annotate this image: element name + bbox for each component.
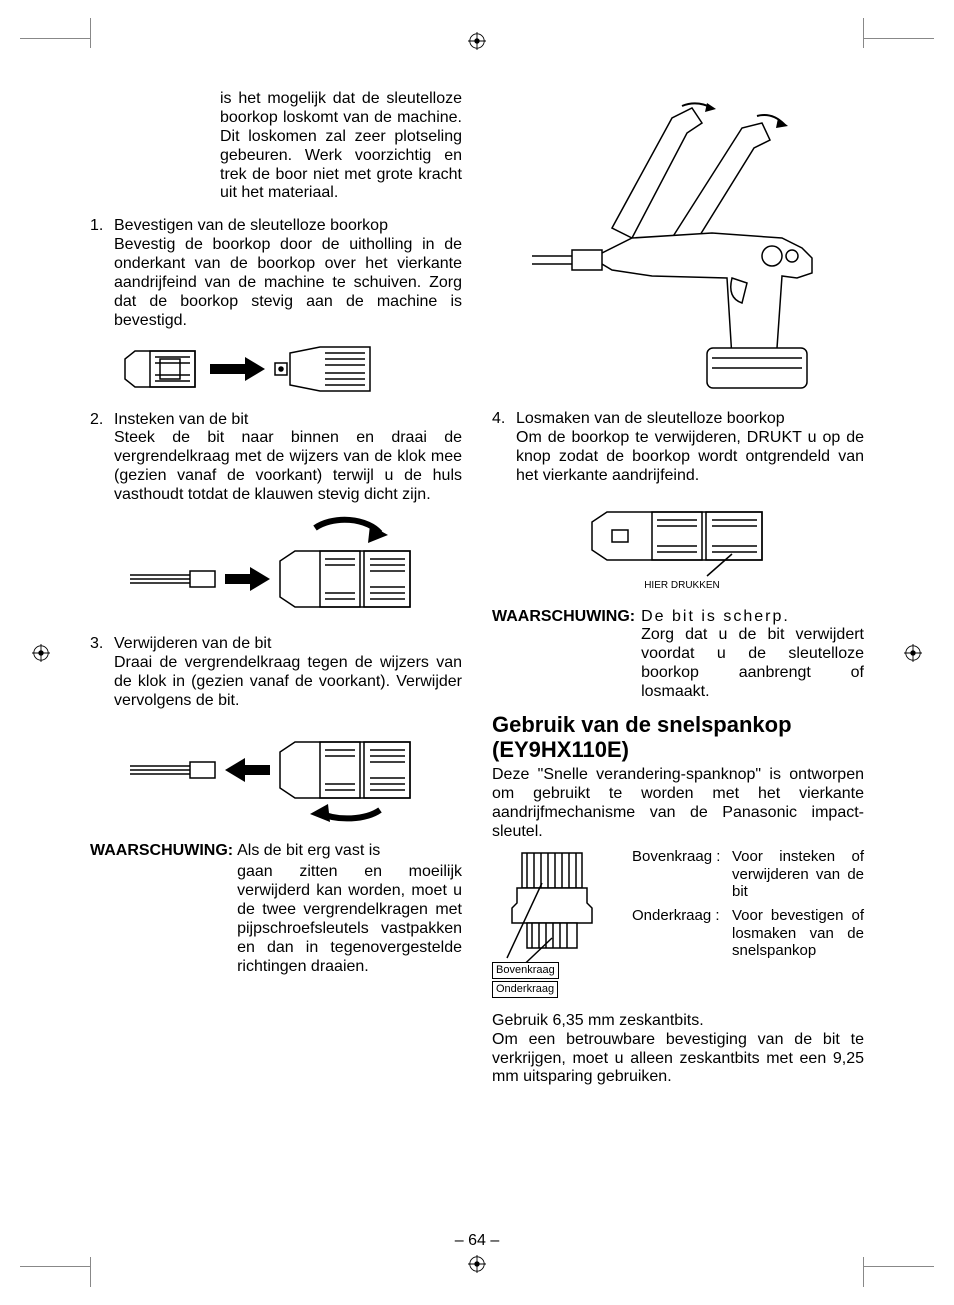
registration-mark-icon xyxy=(32,644,50,662)
diagram-bit-remove-icon xyxy=(120,718,462,828)
crop-mark xyxy=(90,1257,91,1287)
label-onderkraag: Onderkraag xyxy=(492,981,558,998)
label-bovenkraag: Bovenkraag xyxy=(492,962,559,979)
left-column: is het mogelijk dat de sleutelloze boork… xyxy=(90,90,462,1190)
crop-mark xyxy=(864,1266,934,1267)
step-2: 2. Insteken van de bit Steek de bit naar… xyxy=(90,411,462,505)
step-3: 3. Verwijderen van de bit Draai de vergr… xyxy=(90,635,462,711)
step-number: 4. xyxy=(492,410,516,486)
step-title: Verwijderen van de bit xyxy=(114,635,271,652)
press-here-label: HIER DRUKKEN xyxy=(644,580,720,591)
step-text: Draai de vergrendelkraag tegen de wijzer… xyxy=(114,654,462,709)
intro-continuation: is het mogelijk dat de sleutelloze boork… xyxy=(220,90,462,203)
warning-block: WAARSCHUWING: Als de bit erg vast is gaa… xyxy=(90,842,462,976)
legend-row: Onderkraag : Voor bevestigen of losmaken… xyxy=(632,907,864,960)
warning-label: WAARSCHUWING: xyxy=(90,842,233,976)
crop-mark xyxy=(20,38,90,39)
page-number: – 64 – xyxy=(0,1232,954,1250)
crop-mark xyxy=(864,38,934,39)
footer-note-2: Om een betrouwbare bevestiging van de bi… xyxy=(492,1031,864,1088)
step-body: Bevestigen van de sleutelloze boorkop Be… xyxy=(114,217,462,330)
warning-text: Als de bit erg vast is gaan zitten en mo… xyxy=(237,842,462,976)
section-heading: Gebruik van de snelspankop (EY9HX110E) xyxy=(492,712,864,763)
legend-value: Voor bevestigen of losmaken van de snels… xyxy=(732,907,864,960)
step-title: Bevestigen van de sleutelloze boorkop xyxy=(114,217,388,234)
warning-lead: Als de bit erg vast is xyxy=(237,842,380,859)
step-number: 2. xyxy=(90,411,114,505)
warning-body: Zorg dat u de bit verwijdert voordat u d… xyxy=(641,626,864,702)
step-4: 4. Losmaken van de sleutelloze boorkop O… xyxy=(492,410,864,486)
quick-chuck-legend: Bovenkraag : Voor insteken of verwijdere… xyxy=(632,848,864,1032)
right-column: 4. Losmaken van de sleutelloze boorkop O… xyxy=(492,90,864,1190)
step-text: Om de boorkop te verwijderen, DRUKT u op… xyxy=(516,429,864,484)
quick-chuck-diagram: Bovenkraag Onderkraag Bovenkraag : Voor … xyxy=(492,848,864,1032)
warning-block-2: WAARSCHUWING: De bit is scherp. Zorg dat… xyxy=(492,608,864,702)
diagram-bit-insert-icon xyxy=(120,513,462,623)
step-number: 1. xyxy=(90,217,114,330)
step-body: Verwijderen van de bit Draai de vergrend… xyxy=(114,635,462,711)
content-columns: is het mogelijk dat de sleutelloze boork… xyxy=(90,90,864,1190)
page: is het mogelijk dat de sleutelloze boork… xyxy=(0,0,954,1305)
step-text: Steek de bit naar binnen en draai de ver… xyxy=(114,429,462,503)
step-body: Insteken van de bit Steek de bit naar bi… xyxy=(114,411,462,505)
registration-mark-icon xyxy=(468,32,486,50)
warning-lead: De bit is scherp. xyxy=(641,608,790,625)
step-title: Insteken van de bit xyxy=(114,411,248,428)
step-title: Losmaken van de sleutelloze boorkop xyxy=(516,410,785,427)
quick-chuck-icon: Bovenkraag Onderkraag xyxy=(492,848,632,1032)
step-1: 1. Bevestigen van de sleutelloze boorkop… xyxy=(90,217,462,330)
diagram-chuck-attach-icon xyxy=(120,339,462,399)
step-number: 3. xyxy=(90,635,114,711)
warning-body: gaan zitten en moeilijk verwijderd kan w… xyxy=(237,863,462,976)
crop-mark xyxy=(90,18,91,48)
legend-row: Bovenkraag : Voor insteken of verwijdere… xyxy=(632,848,864,901)
diagram-chuck-press-icon: HIER DRUKKEN xyxy=(582,494,864,594)
registration-mark-icon xyxy=(468,1255,486,1273)
legend-key: Bovenkraag : xyxy=(632,848,732,901)
warning-text: De bit is scherp. Zorg dat u de bit verw… xyxy=(641,608,864,702)
warning-label: WAARSCHUWING: xyxy=(492,608,635,702)
step-body: Losmaken van de sleutelloze boorkop Om d… xyxy=(516,410,864,486)
crop-mark xyxy=(863,1257,864,1287)
diagram-wrench-drill-icon xyxy=(532,98,864,398)
legend-key: Onderkraag : xyxy=(632,907,732,960)
step-text: Bevestig de boorkop door de uitholling i… xyxy=(114,236,462,329)
registration-mark-icon xyxy=(904,644,922,662)
section-body: Deze "Snelle verandering-spanknop" is on… xyxy=(492,766,864,842)
legend-value: Voor insteken of verwijderen van de bit xyxy=(732,848,864,901)
crop-mark xyxy=(20,1266,90,1267)
crop-mark xyxy=(863,18,864,48)
